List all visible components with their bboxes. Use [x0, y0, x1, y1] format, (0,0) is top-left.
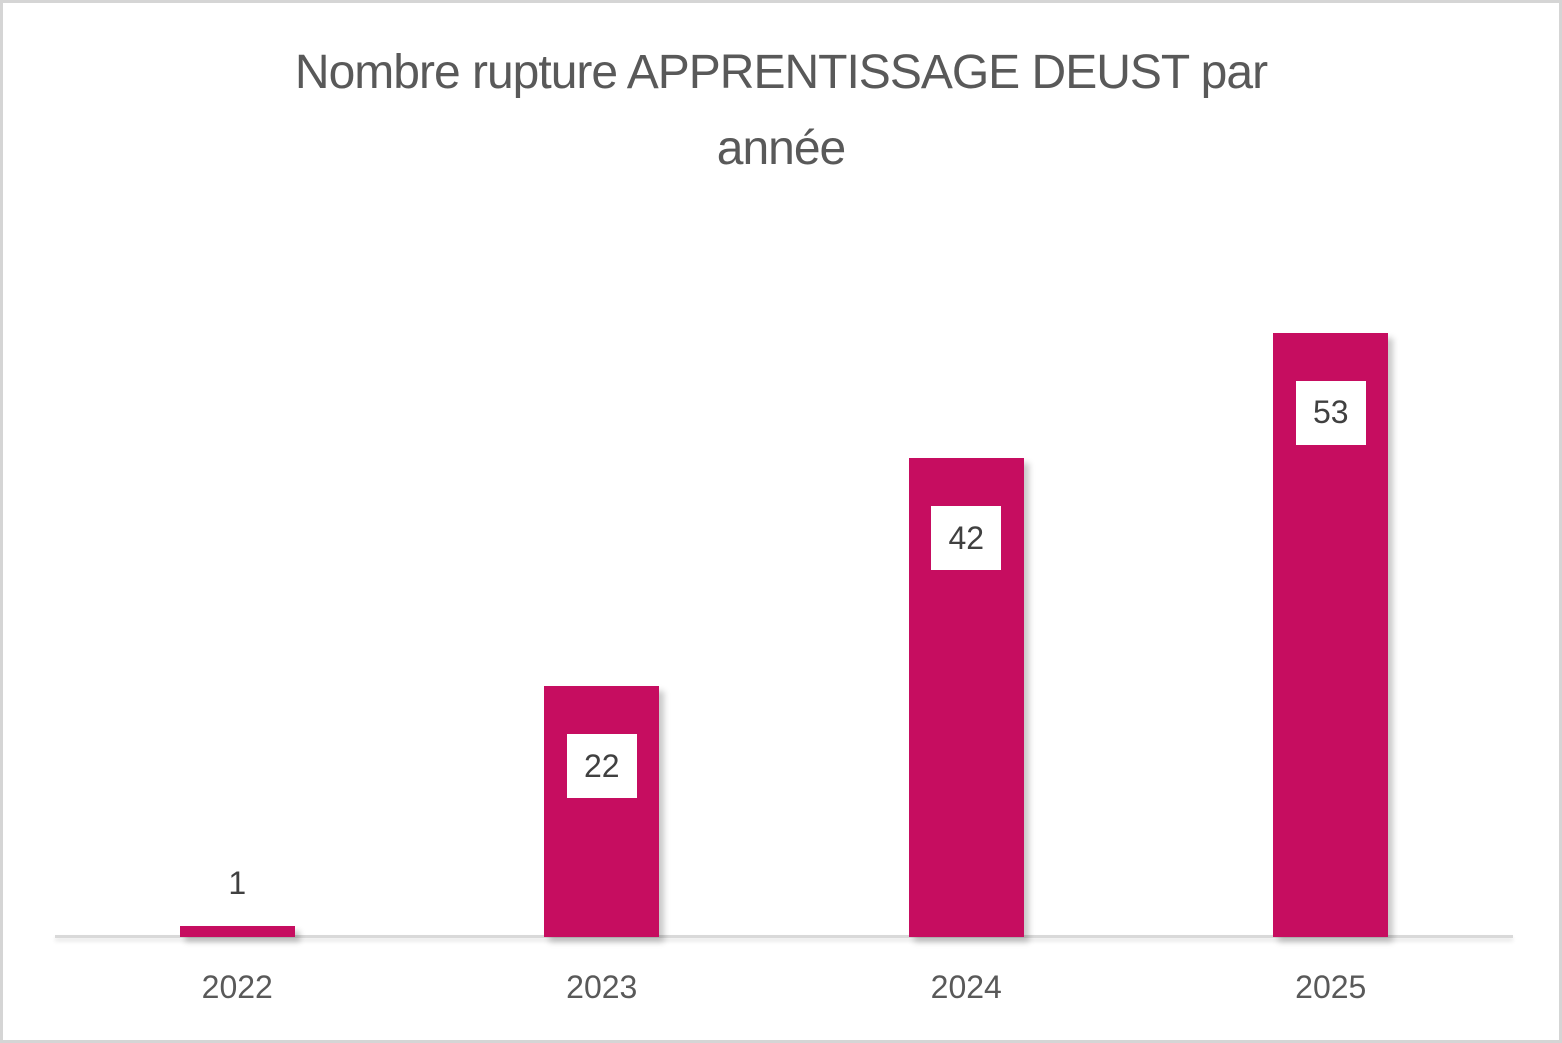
category-label-2022: 2022 — [201, 969, 273, 1005]
bar-2022 — [179, 925, 295, 937]
chart-title: Nombre rupture APPRENTISSAGE DEUST par an… — [3, 35, 1559, 187]
data-label-2024: 42 — [931, 506, 1002, 571]
data-label-2025: 53 — [1295, 380, 1366, 445]
chart-title-line: année — [716, 122, 846, 175]
data-label-2023: 22 — [566, 734, 637, 799]
category-label-2023: 2023 — [566, 969, 638, 1005]
x-axis-line — [55, 935, 1513, 938]
bar-2023 — [544, 686, 660, 937]
category-label-2024: 2024 — [930, 969, 1002, 1005]
chart-title-line: Nombre rupture APPRENTISSAGE DEUST par — [294, 46, 1268, 99]
plot-area: 1 2022 22 2023 42 2024 53 2025 — [3, 3, 1559, 1040]
data-label-2022: 1 — [228, 865, 247, 902]
category-label-2025: 2025 — [1295, 969, 1367, 1005]
